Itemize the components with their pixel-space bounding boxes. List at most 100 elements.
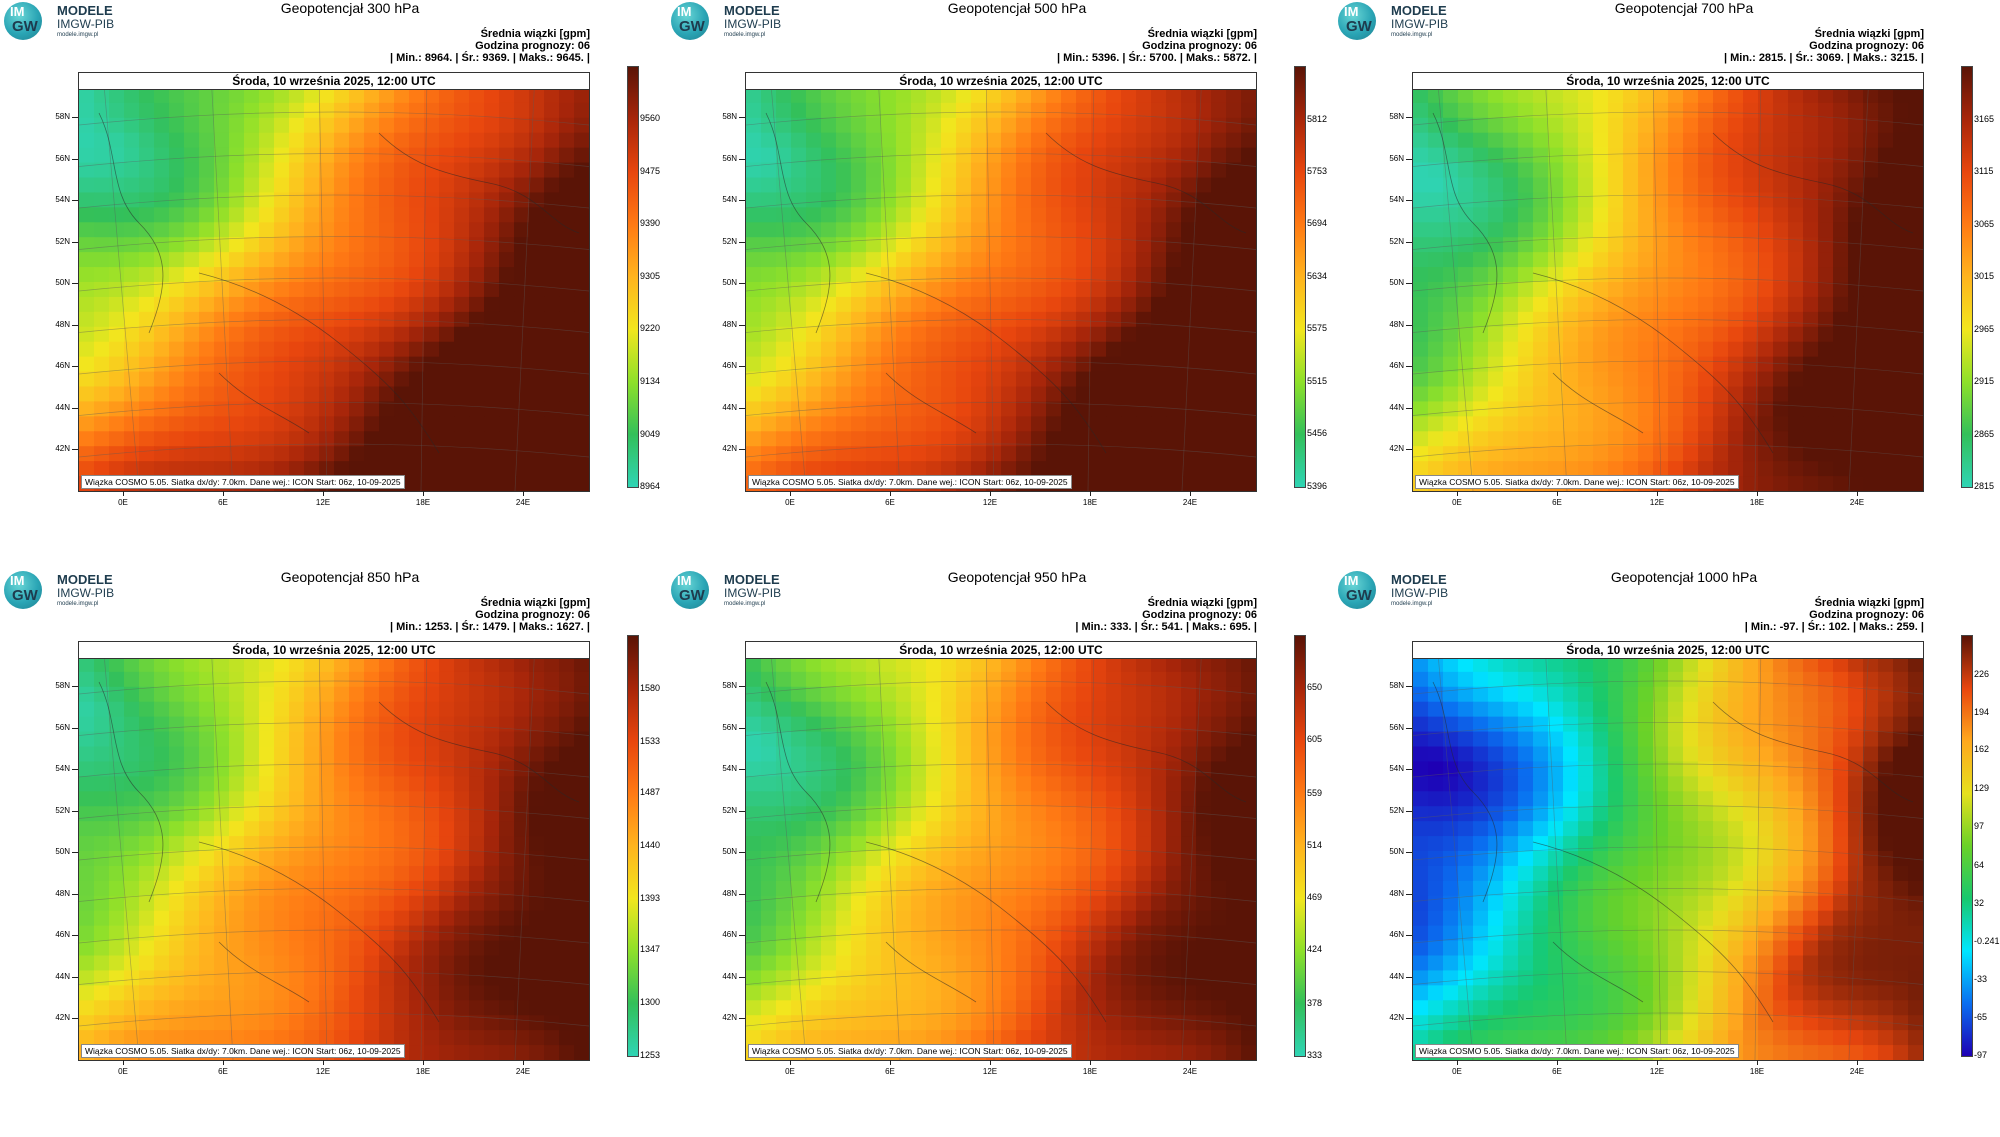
field-cell	[109, 431, 125, 447]
field-cell	[274, 970, 290, 986]
field-cell	[941, 761, 957, 777]
field-cell	[1518, 252, 1534, 268]
field-cell	[1226, 311, 1242, 328]
field-cell	[986, 311, 1002, 328]
field-cell	[1046, 431, 1062, 447]
meridian-line	[985, 73, 995, 491]
field-cell	[1458, 87, 1474, 104]
field-cell	[379, 341, 395, 358]
field-cell	[214, 851, 230, 867]
field-cell	[1181, 431, 1197, 447]
field-cell	[544, 446, 560, 462]
field-cell	[124, 296, 140, 313]
field-cell	[1608, 356, 1624, 373]
field-cell	[1713, 401, 1729, 417]
field-cell	[334, 282, 350, 298]
field-cell	[776, 386, 792, 403]
field-cell	[379, 761, 395, 777]
latitude-label: 42N	[722, 444, 737, 453]
field-cell	[851, 252, 867, 268]
field-cell	[409, 970, 425, 986]
field-cell	[806, 761, 822, 777]
field-cell	[1863, 237, 1879, 253]
field-cell	[896, 207, 912, 223]
field-cell	[109, 746, 125, 763]
field-cell	[761, 955, 777, 972]
field-cell	[1241, 267, 1256, 283]
field-cell	[746, 162, 762, 179]
field-cell	[941, 731, 957, 748]
field-cell	[1031, 401, 1047, 417]
field-cell	[1136, 341, 1152, 358]
field-cell	[94, 761, 110, 777]
field-cell	[1668, 117, 1684, 134]
field-cell	[274, 267, 290, 283]
field-cell	[1878, 416, 1894, 432]
field-cell	[986, 865, 1002, 882]
field-cell	[1533, 192, 1549, 208]
field-cell	[1181, 476, 1197, 491]
field-cell	[1728, 296, 1744, 313]
field-cell	[274, 252, 290, 268]
field-cell	[761, 925, 777, 942]
field-cell	[454, 1030, 470, 1046]
field-cell	[1848, 476, 1864, 491]
field-cell	[881, 311, 897, 328]
field-cell	[791, 162, 807, 179]
field-cell	[911, 431, 927, 447]
field-cell	[806, 716, 822, 733]
field-cell	[1211, 162, 1227, 179]
field-cell	[169, 671, 185, 688]
field-cell	[1151, 311, 1167, 328]
field-cell	[1121, 282, 1137, 298]
field-cell	[941, 102, 957, 119]
field-cell	[1698, 446, 1714, 462]
field-cell	[1001, 731, 1017, 748]
field-cell	[289, 821, 305, 837]
field-cell	[439, 865, 455, 882]
field-cell	[1563, 87, 1579, 104]
field-cell	[529, 177, 545, 194]
field-cell	[1016, 162, 1032, 179]
field-cell	[259, 716, 275, 733]
field-cell	[394, 671, 410, 688]
field-cell	[1061, 282, 1077, 298]
field-cell	[454, 1045, 470, 1060]
field-cell	[1653, 296, 1669, 313]
field-cell	[259, 910, 275, 927]
field-cell	[394, 716, 410, 733]
field-cell	[409, 910, 425, 927]
field-cell	[1788, 416, 1804, 432]
field-cell	[1608, 341, 1624, 358]
field-cell	[469, 746, 485, 763]
field-cell	[1863, 356, 1879, 373]
field-cell	[1488, 267, 1504, 283]
field-cell	[1593, 192, 1609, 208]
field-cell	[1061, 117, 1077, 134]
field-cell	[761, 985, 777, 1001]
field-cell	[1046, 910, 1062, 927]
field-cell	[986, 267, 1002, 283]
field-cell	[956, 371, 972, 388]
field-cell	[1091, 252, 1107, 268]
field-cell	[574, 371, 589, 388]
field-cell	[1548, 162, 1564, 179]
field-cell	[1728, 252, 1744, 268]
field-cell	[1211, 311, 1227, 328]
field-cell	[851, 132, 867, 149]
field-cell	[1211, 761, 1227, 777]
field-cell	[1241, 865, 1256, 882]
field-cell	[1001, 776, 1017, 792]
field-cell	[259, 1015, 275, 1031]
field-cell	[1016, 356, 1032, 373]
field-cell	[1106, 686, 1122, 703]
field-cell	[776, 821, 792, 837]
field-cell	[1091, 147, 1107, 164]
colorbar	[627, 66, 639, 488]
field-cell	[1136, 296, 1152, 313]
field-cell	[1578, 341, 1594, 358]
field-cell	[544, 806, 560, 822]
field-cell	[469, 416, 485, 432]
field-cell	[1061, 446, 1077, 462]
field-cell	[1608, 371, 1624, 388]
